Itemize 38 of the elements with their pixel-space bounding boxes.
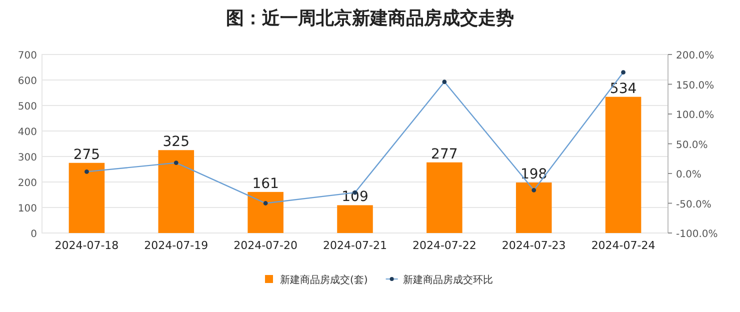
x-tick-label: 2024-07-20 (234, 239, 298, 252)
y-tick-label: 200 (18, 178, 37, 189)
bar (337, 205, 373, 233)
y-tick-label: 600 (18, 76, 37, 87)
x-tick-label: 2024-07-19 (144, 239, 208, 252)
data-label: 277 (431, 146, 458, 162)
data-label: 161 (252, 176, 279, 192)
legend-label: 新建商品房成交(套) (280, 274, 368, 286)
x-tick-label: 2024-07-22 (412, 239, 476, 252)
bar (605, 96, 642, 233)
x-tick-label: 2024-07-21 (323, 239, 387, 252)
data-label: 534 (610, 80, 637, 97)
y-tick-label: 500 (18, 102, 37, 112)
x-tick-label: 2024-07-23 (502, 239, 566, 252)
y2-tick-label: 200.0% (676, 50, 714, 62)
bar (516, 182, 552, 233)
y-tick-label: 400 (18, 127, 37, 138)
y2-tick-label: 100.0% (676, 110, 714, 121)
y-tick-label: 0 (30, 229, 37, 240)
y2-tick-label: 150.0% (676, 80, 714, 92)
y-tick-label: 100 (18, 204, 37, 214)
y2-tick-label: 0.0% (676, 170, 702, 180)
bar (426, 162, 462, 233)
y2-tick-label: 50.0% (676, 140, 708, 151)
bar (248, 192, 284, 233)
y-tick-label: 300 (18, 152, 37, 164)
data-label: 325 (162, 134, 190, 150)
y-tick-label: 700 (18, 50, 37, 62)
legend-label: 新建商品房成交环比 (402, 274, 493, 286)
x-tick-label: 2024-07-18 (54, 239, 119, 252)
y2-tick-label: -50.0% (676, 199, 712, 210)
bar (158, 150, 194, 233)
bar (68, 162, 105, 233)
data-label: 275 (73, 146, 100, 163)
data-label: 198 (520, 166, 548, 183)
chart-title: 图：近一周北京新建商品房成交走势 (226, 8, 514, 29)
y2-tick-label: -100.0% (676, 229, 718, 240)
x-tick-label: 2024-07-24 (591, 239, 656, 252)
